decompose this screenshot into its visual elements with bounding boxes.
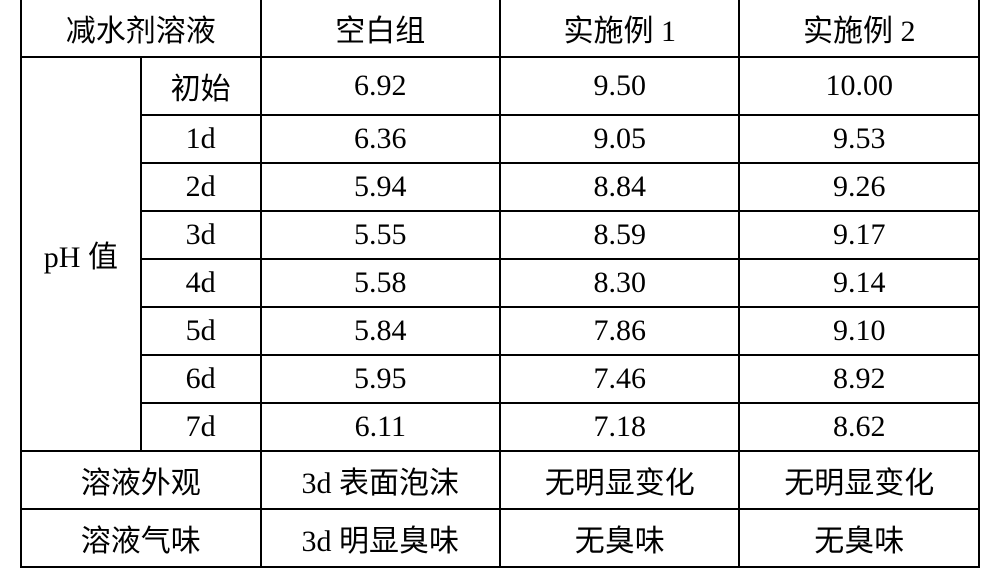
ph-ex1-4: 8.30 xyxy=(500,259,739,307)
ph-blank-6: 5.95 xyxy=(261,355,500,403)
ph-ex1-6: 7.46 xyxy=(500,355,739,403)
header-row: 减水剂溶液 空白组 实施例 1 实施例 2 xyxy=(21,0,979,57)
appearance-blank: 3d 表面泡沫 xyxy=(261,451,500,509)
ph-ex2-3: 9.17 xyxy=(739,211,979,259)
ph-ex2-6: 8.92 xyxy=(739,355,979,403)
ph-stage-4: 4d xyxy=(141,259,261,307)
ph-ex2-7: 8.62 xyxy=(739,403,979,451)
ph-ex1-0: 9.50 xyxy=(500,57,739,115)
header-ex2: 实施例 2 xyxy=(739,0,979,57)
header-ex1: 实施例 1 xyxy=(500,0,739,57)
ph-blank-0: 6.92 xyxy=(261,57,500,115)
ph-row-4: 4d 5.58 8.30 9.14 xyxy=(21,259,979,307)
ph-row-6: 6d 5.95 7.46 8.92 xyxy=(21,355,979,403)
ph-row-5: 5d 5.84 7.86 9.10 xyxy=(21,307,979,355)
ph-stage-5: 5d xyxy=(141,307,261,355)
ph-blank-1: 6.36 xyxy=(261,115,500,163)
ph-row-0: pH 值 初始 6.92 9.50 10.00 xyxy=(21,57,979,115)
ph-row-3: 3d 5.55 8.59 9.17 xyxy=(21,211,979,259)
odor-blank: 3d 明显臭味 xyxy=(261,509,500,567)
ph-ex2-0: 10.00 xyxy=(739,57,979,115)
ph-ex2-1: 9.53 xyxy=(739,115,979,163)
ph-ex1-2: 8.84 xyxy=(500,163,739,211)
ph-blank-3: 5.55 xyxy=(261,211,500,259)
odor-ex1: 无臭味 xyxy=(500,509,739,567)
appearance-ex1: 无明显变化 xyxy=(500,451,739,509)
ph-stage-7: 7d xyxy=(141,403,261,451)
odor-label: 溶液气味 xyxy=(21,509,261,567)
ph-ex1-5: 7.86 xyxy=(500,307,739,355)
appearance-ex2: 无明显变化 xyxy=(739,451,979,509)
ph-ex1-1: 9.05 xyxy=(500,115,739,163)
odor-ex2: 无臭味 xyxy=(739,509,979,567)
ph-ex1-7: 7.18 xyxy=(500,403,739,451)
header-solution: 减水剂溶液 xyxy=(21,0,261,57)
ph-ex2-2: 9.26 xyxy=(739,163,979,211)
data-table: 减水剂溶液 空白组 实施例 1 实施例 2 pH 值 初始 6.92 9.50 … xyxy=(20,0,980,568)
ph-row-7: 7d 6.11 7.18 8.62 xyxy=(21,403,979,451)
ph-row-2: 2d 5.94 8.84 9.26 xyxy=(21,163,979,211)
ph-ex2-4: 9.14 xyxy=(739,259,979,307)
ph-stage-0: 初始 xyxy=(141,57,261,115)
ph-stage-1: 1d xyxy=(141,115,261,163)
appearance-row: 溶液外观 3d 表面泡沫 无明显变化 无明显变化 xyxy=(21,451,979,509)
ph-blank-2: 5.94 xyxy=(261,163,500,211)
ph-stage-3: 3d xyxy=(141,211,261,259)
odor-row: 溶液气味 3d 明显臭味 无臭味 无臭味 xyxy=(21,509,979,567)
ph-ex2-5: 9.10 xyxy=(739,307,979,355)
ph-stage-2: 2d xyxy=(141,163,261,211)
ph-blank-5: 5.84 xyxy=(261,307,500,355)
appearance-label: 溶液外观 xyxy=(21,451,261,509)
ph-stage-6: 6d xyxy=(141,355,261,403)
header-blank: 空白组 xyxy=(261,0,500,57)
ph-ex1-3: 8.59 xyxy=(500,211,739,259)
ph-blank-7: 6.11 xyxy=(261,403,500,451)
ph-row-1: 1d 6.36 9.05 9.53 xyxy=(21,115,979,163)
ph-blank-4: 5.58 xyxy=(261,259,500,307)
ph-label: pH 值 xyxy=(21,57,141,451)
